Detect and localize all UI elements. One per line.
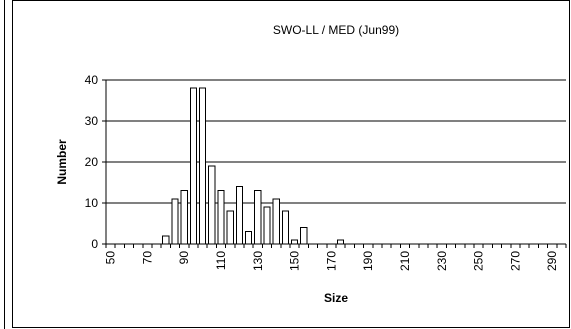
bar-95 — [189, 87, 198, 245]
bar-155 — [300, 227, 308, 245]
y-tick-label: 20 — [85, 155, 99, 169]
x-axis-label: Size — [324, 291, 348, 305]
bar-145 — [281, 210, 289, 245]
x-tick-label: 90 — [177, 251, 191, 265]
left-window-border — [0, 0, 5, 329]
bar-175 — [337, 239, 345, 245]
x-tick-label: 290 — [545, 251, 559, 271]
x-tick-label: 250 — [472, 251, 486, 271]
x-tick-label: 70 — [140, 251, 154, 265]
x-tick-label: 130 — [251, 251, 265, 271]
bar-115 — [226, 210, 234, 245]
bar-150 — [291, 239, 299, 245]
x-tick-label: 230 — [435, 251, 449, 271]
bar-80 — [162, 235, 170, 245]
bar-130 — [254, 190, 262, 245]
bar-135 — [263, 206, 271, 245]
y-tick-label: 40 — [85, 73, 99, 87]
axes — [102, 79, 567, 248]
x-tick-labels: 50 70 90 110 130 150 170 190 210 230 250 270 290 — [104, 251, 560, 271]
x-tick-label: 150 — [288, 251, 302, 271]
x-tick-label: 110 — [214, 251, 228, 270]
y-tick-labels: 0 10 20 30 40 — [85, 73, 99, 251]
bar-120 — [235, 186, 244, 245]
gridlines — [106, 79, 566, 204]
bar-100 — [199, 87, 207, 245]
chart-title: SWO-LL / MED (Jun99) — [273, 23, 399, 37]
bar-90 — [180, 190, 188, 245]
y-tick-label: 10 — [85, 196, 99, 210]
bars — [162, 87, 345, 245]
bar-105 — [208, 165, 216, 245]
y-tick-label: 30 — [85, 114, 99, 128]
x-tick-label: 210 — [398, 251, 412, 271]
bar-125 — [245, 231, 253, 245]
x-tick-label: 50 — [104, 251, 118, 265]
bar-85 — [171, 198, 179, 245]
y-axis-label: Number — [55, 139, 69, 185]
y-tick-label: 0 — [91, 237, 98, 251]
bar-110 — [217, 190, 225, 245]
x-tick-label: 270 — [508, 251, 522, 271]
bar-140 — [272, 198, 280, 245]
chart-frame — [12, 0, 570, 328]
x-tick-label: 190 — [361, 251, 375, 271]
x-tick-label: 170 — [324, 251, 338, 271]
